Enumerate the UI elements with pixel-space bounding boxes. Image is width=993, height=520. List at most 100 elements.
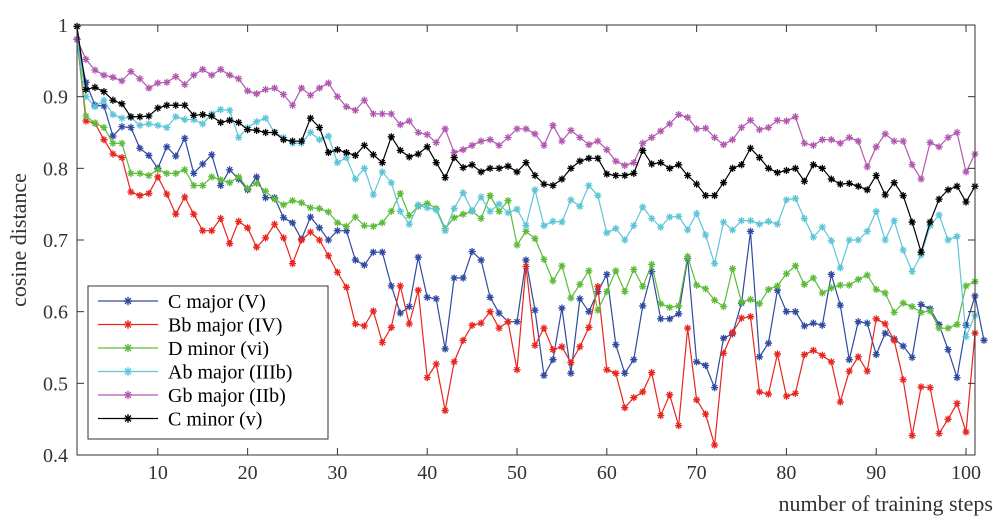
data-point — [764, 339, 773, 347]
data-point — [827, 284, 835, 292]
data-point — [657, 300, 665, 308]
data-point — [351, 213, 359, 221]
data-point — [360, 261, 368, 269]
data-point — [208, 112, 216, 120]
data-point — [127, 67, 135, 76]
data-point — [863, 271, 871, 279]
data-point — [953, 399, 961, 407]
data-point — [800, 351, 808, 359]
data-point — [82, 85, 90, 94]
data-point — [657, 411, 665, 420]
data-point — [944, 236, 952, 244]
data-point — [495, 207, 503, 215]
data-point — [504, 209, 512, 217]
data-point — [118, 123, 126, 131]
data-point — [288, 219, 297, 227]
data-point — [639, 203, 647, 211]
data-point — [118, 100, 126, 108]
series-line-c-major-v — [76, 39, 985, 390]
data-point — [728, 136, 737, 144]
data-point — [297, 199, 306, 207]
x-tick-label: 40 — [417, 462, 437, 484]
data-point — [324, 252, 333, 260]
data-point — [621, 161, 629, 170]
data-point — [881, 130, 889, 138]
data-point — [190, 111, 198, 119]
data-point — [728, 226, 737, 234]
data-point — [315, 136, 324, 144]
data-point — [261, 128, 270, 137]
data-point — [666, 164, 674, 172]
data-point — [127, 188, 135, 196]
data-point — [145, 84, 153, 92]
data-point — [675, 110, 683, 119]
data-point — [378, 168, 386, 176]
data-point — [396, 146, 404, 155]
legend-label-c-minor-v: C minor (v) — [168, 409, 262, 431]
data-point — [468, 161, 476, 169]
data-point — [630, 394, 638, 402]
data-point — [414, 128, 422, 137]
data-point — [450, 148, 458, 157]
data-point — [468, 207, 476, 215]
data-point — [576, 343, 584, 351]
data-point — [639, 302, 647, 310]
data-point — [621, 369, 629, 377]
data-point — [836, 264, 844, 272]
data-point — [432, 295, 440, 303]
data-point — [217, 176, 225, 184]
data-point — [585, 323, 593, 332]
data-point — [423, 143, 431, 151]
data-point — [253, 173, 261, 181]
data-point — [558, 343, 566, 351]
data-point — [782, 117, 791, 125]
data-point — [881, 329, 889, 337]
data-point — [773, 169, 782, 177]
data-point — [594, 306, 602, 314]
data-point — [351, 106, 359, 114]
data-point — [163, 169, 171, 177]
data-point — [917, 248, 925, 256]
data-point — [324, 132, 333, 140]
data-point — [684, 226, 692, 234]
data-point — [522, 222, 530, 230]
data-point — [845, 236, 853, 244]
data-point — [558, 218, 566, 226]
data-point — [531, 234, 539, 243]
legend-box — [87, 285, 329, 440]
data-point — [675, 212, 683, 220]
data-point — [91, 119, 99, 127]
data-point — [145, 120, 153, 128]
data-point — [199, 181, 207, 190]
data-point — [791, 308, 799, 316]
data-point — [163, 143, 171, 151]
data-point — [504, 196, 512, 205]
data-point — [199, 227, 207, 235]
data-point — [100, 136, 108, 144]
x-tick-label: 20 — [238, 462, 258, 484]
y-tick-label: 0.9 — [43, 87, 68, 109]
data-point — [845, 356, 853, 364]
data-point — [881, 236, 889, 244]
data-point — [872, 285, 880, 294]
data-point — [845, 281, 853, 289]
data-point — [441, 227, 449, 235]
data-point — [899, 191, 907, 200]
data-point — [935, 324, 943, 332]
data-point — [136, 191, 144, 200]
data-point — [630, 265, 638, 273]
data-point — [675, 161, 683, 169]
data-point — [791, 262, 799, 270]
data-point — [235, 133, 243, 142]
data-point — [908, 161, 916, 169]
data-point — [746, 227, 755, 235]
data-point — [693, 125, 701, 133]
data-point — [612, 171, 620, 180]
data-point — [154, 173, 162, 181]
data-point — [899, 137, 907, 145]
data-point — [235, 118, 243, 127]
data-point — [199, 160, 207, 168]
data-point — [854, 182, 862, 190]
data-point — [953, 128, 961, 137]
data-point — [576, 157, 584, 165]
